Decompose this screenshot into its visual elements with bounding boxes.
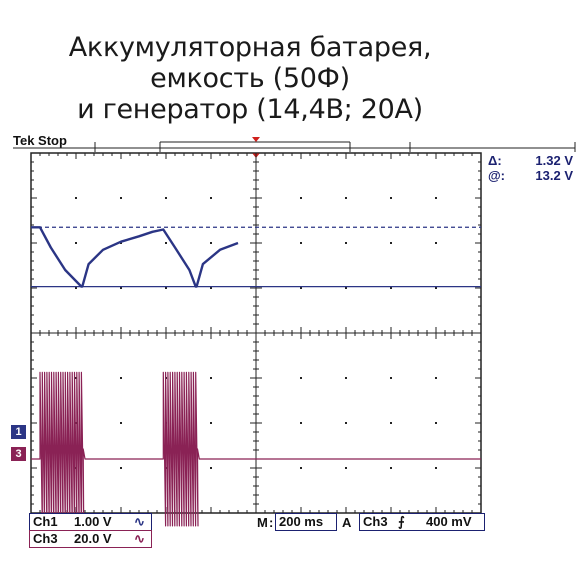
trigger-settings[interactable]: Ch3 ⨍ 400 mV — [359, 513, 485, 531]
grid-dot — [210, 467, 212, 469]
grid-dot — [75, 197, 77, 199]
grid-dot — [75, 242, 77, 244]
grid-dot — [300, 197, 302, 199]
cursor-at-label: @: — [488, 168, 506, 183]
ch1-settings[interactable]: Ch1 1.00 V ∿ — [29, 513, 152, 531]
grid-dot — [435, 197, 437, 199]
ch3-settings[interactable]: Ch3 20.0 V ∿ — [29, 530, 152, 548]
grid-dot — [435, 422, 437, 424]
grid-dot — [390, 467, 392, 469]
title-line-2: емкость (50Ф) — [150, 63, 350, 94]
ch3-waveform — [31, 371, 481, 527]
timebase-label: M — [257, 515, 268, 530]
ch1-waveform — [31, 226, 481, 288]
trigger-level: 400 mV — [426, 514, 472, 529]
grid-dot — [300, 287, 302, 289]
screen-frame — [13, 137, 576, 514]
grid-dot — [210, 242, 212, 244]
grid-dot — [165, 197, 167, 199]
ch3-coupling-icon: ∿ — [134, 531, 145, 546]
timebase-value[interactable]: 200 ms — [275, 513, 337, 531]
grid-dot — [390, 287, 392, 289]
grid-dot — [120, 422, 122, 424]
grid-dot — [345, 422, 347, 424]
grid-dot — [390, 377, 392, 379]
ch3-trace-line — [31, 371, 481, 527]
trigger-source: Ch3 — [363, 514, 388, 529]
grid-dot — [120, 287, 122, 289]
grid-dot — [300, 377, 302, 379]
grid-dot — [75, 287, 77, 289]
title-line-3: и генератор (14,4В; 20А) — [77, 94, 423, 125]
ch3-scale: 20.0 V — [74, 531, 112, 546]
cursor-delta-value: 1.32 V — [535, 153, 573, 168]
grid-dot — [120, 467, 122, 469]
grid-dot — [300, 467, 302, 469]
grid-dot — [435, 377, 437, 379]
cursor-at-value: 13.2 V — [535, 168, 573, 183]
grid-dot — [345, 467, 347, 469]
grid-dot — [300, 242, 302, 244]
grid-dot — [345, 242, 347, 244]
grid-dot — [210, 197, 212, 199]
cursor-delta-label: Δ: — [488, 153, 502, 168]
grid-dot — [300, 422, 302, 424]
grid-dot — [165, 242, 167, 244]
trigger-position-marker — [252, 137, 260, 142]
ch1-ground-marker: 1 — [11, 425, 26, 439]
ch1-coupling-icon: ∿ — [134, 514, 145, 529]
title-line-1: Аккумуляторная батарея, — [68, 32, 432, 63]
trigger-mode: A — [342, 515, 352, 530]
ch1-trace-line — [31, 226, 239, 288]
grid-dot — [390, 422, 392, 424]
grid-dot — [435, 467, 437, 469]
grid-dot — [165, 287, 167, 289]
grid-dot — [75, 377, 77, 379]
grid-dot — [390, 197, 392, 199]
grid-dot — [345, 287, 347, 289]
grid-dot — [210, 287, 212, 289]
trigger-slope-icon: ⨍ — [398, 514, 405, 529]
grid-dot — [390, 242, 392, 244]
grid-dot — [120, 197, 122, 199]
ch1-label: Ch1 — [33, 514, 58, 529]
acquisition-status: Tek Stop — [13, 133, 67, 148]
ch3-ground-marker: 3 — [11, 447, 26, 461]
ch1-scale: 1.00 V — [74, 514, 112, 529]
grid-dot — [345, 197, 347, 199]
grid-dot — [120, 377, 122, 379]
grid-dot — [435, 287, 437, 289]
grid-dot — [435, 242, 437, 244]
grid-dot — [210, 377, 212, 379]
ch3-label: Ch3 — [33, 531, 58, 546]
grid-dot — [75, 422, 77, 424]
grid-dot — [345, 377, 347, 379]
grid-dot — [210, 422, 212, 424]
